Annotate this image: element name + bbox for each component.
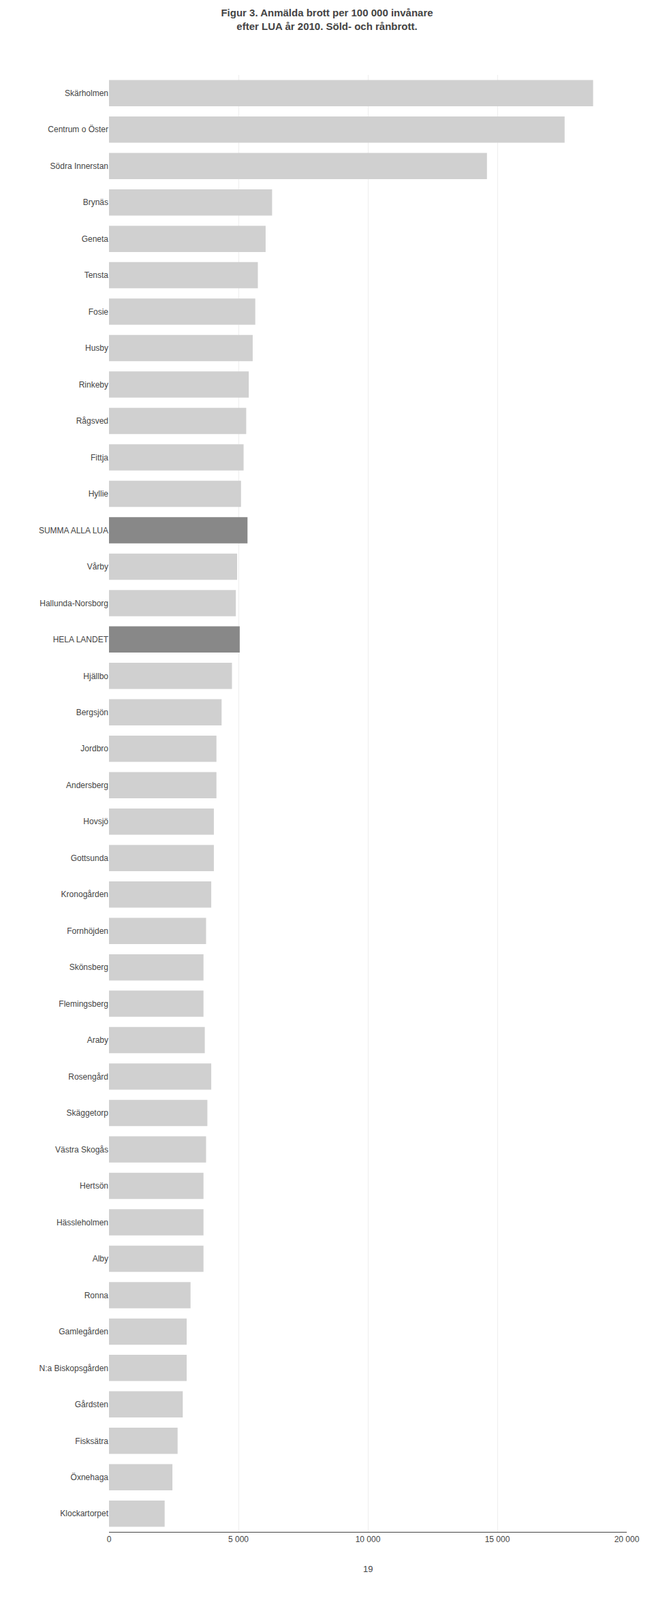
svg-text:Hertsön: Hertsön [79, 1181, 109, 1191]
svg-text:Öxnehaga: Öxnehaga [70, 1472, 109, 1483]
svg-text:Hässleholmen: Hässleholmen [56, 1218, 109, 1228]
svg-text:Centrum o Öster: Centrum o Öster [47, 124, 109, 135]
svg-text:Jordbro: Jordbro [80, 743, 109, 754]
svg-text:5 000: 5 000 [228, 1534, 249, 1545]
svg-text:Araby: Araby [87, 1035, 109, 1046]
svg-text:Rinkeby: Rinkeby [79, 380, 109, 390]
svg-text:Hyllie: Hyllie [88, 489, 109, 499]
svg-text:Skönsberg: Skönsberg [69, 962, 109, 973]
svg-text:Hallunda-Norsborg: Hallunda-Norsborg [39, 598, 109, 609]
svg-text:Fittja: Fittja [90, 453, 109, 463]
svg-text:Gottsunda: Gottsunda [70, 853, 109, 864]
svg-text:15 000: 15 000 [485, 1534, 511, 1545]
svg-text:Figur 3. Anmälda brott per 100: Figur 3. Anmälda brott per 100 000 invån… [220, 6, 433, 33]
svg-text:Klockartorpet: Klockartorpet [59, 1508, 109, 1519]
svg-text:Gårdsten: Gårdsten [74, 1399, 109, 1410]
svg-text:Rågsved: Rågsved [76, 416, 109, 426]
svg-text:Fornhöjden: Fornhöjden [66, 926, 109, 937]
svg-text:Södra Innerstan: Södra Innerstan [50, 161, 109, 171]
svg-text:Skäggetorp: Skäggetorp [66, 1108, 109, 1118]
svg-text:Geneta: Geneta [81, 234, 109, 244]
svg-text:Ronna: Ronna [84, 1290, 109, 1301]
svg-text:19: 19 [363, 1564, 373, 1575]
svg-text:0: 0 [106, 1534, 112, 1545]
svg-text:Skärholmen: Skärholmen [64, 88, 109, 99]
svg-text:Flemingsberg: Flemingsberg [58, 999, 109, 1009]
svg-text:Hjällbo: Hjällbo [83, 671, 109, 682]
svg-text:Bergsjön: Bergsjön [76, 707, 109, 718]
svg-text:Rosengård: Rosengård [68, 1072, 109, 1082]
svg-text:20 000: 20 000 [614, 1534, 640, 1545]
svg-text:10 000: 10 000 [355, 1534, 381, 1545]
svg-text:SUMMA ALLA LUA: SUMMA ALLA LUA [38, 525, 109, 536]
svg-text:Kronogården: Kronogården [61, 889, 109, 900]
svg-text:Vårby: Vårby [87, 562, 109, 572]
svg-text:HELA LANDET: HELA LANDET [53, 634, 109, 645]
svg-text:Alby: Alby [92, 1254, 109, 1264]
svg-text:Tensta: Tensta [84, 270, 109, 280]
svg-text:Gamlegården: Gamlegården [58, 1327, 109, 1337]
svg-text:Hovsjö: Hovsjö [83, 816, 109, 827]
svg-text:Fosie: Fosie [88, 307, 109, 317]
svg-text:Västra Skogås: Västra Skogås [55, 1145, 109, 1155]
svg-text:Andersberg: Andersberg [66, 780, 109, 791]
svg-text:Husby: Husby [85, 343, 109, 353]
svg-text:Brynäs: Brynäs [83, 197, 109, 208]
svg-text:Fisksätra: Fisksätra [74, 1436, 109, 1447]
svg-text:N:a Biskopsgården: N:a Biskopsgården [39, 1363, 109, 1374]
